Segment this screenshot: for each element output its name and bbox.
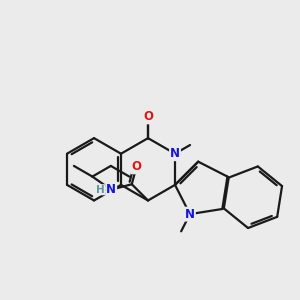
Text: N: N: [185, 208, 195, 220]
Text: O: O: [131, 160, 141, 173]
Text: H: H: [96, 185, 105, 195]
Text: O: O: [143, 110, 153, 123]
Text: N: N: [106, 183, 116, 196]
Text: N: N: [170, 147, 180, 160]
